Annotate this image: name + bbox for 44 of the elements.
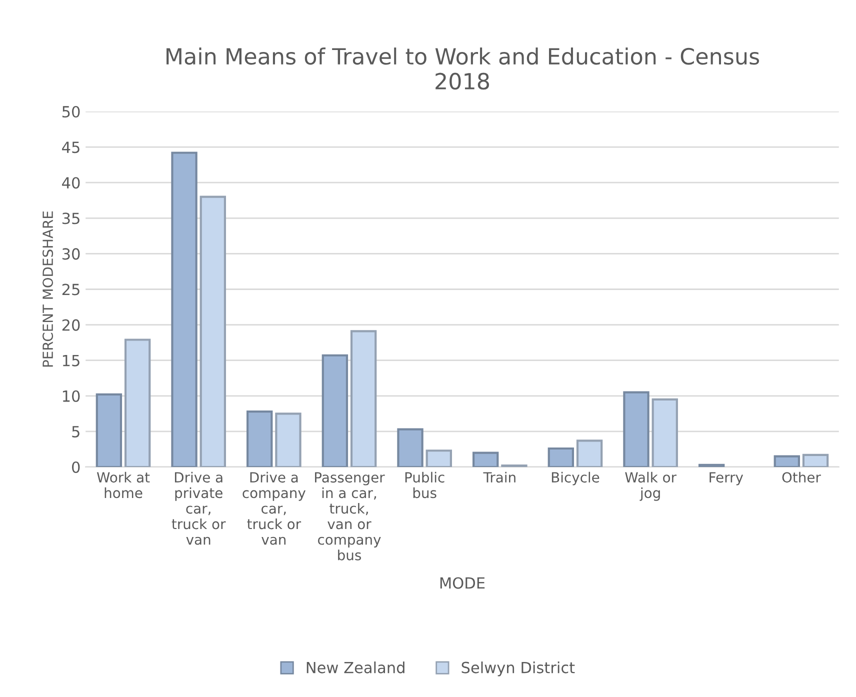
x-tick-label: Other	[782, 472, 821, 483]
y-tick-label: 50	[62, 106, 80, 118]
bar	[124, 338, 151, 467]
bar	[774, 455, 800, 467]
y-tick-label: 35	[62, 212, 80, 224]
y-tick-label: 25	[62, 284, 80, 296]
chart-title: Main Means of Travel to Work and Education - Census 2018	[166, 48, 760, 90]
x-axis-title: MODE	[440, 577, 485, 589]
x-tick-label: Work at home	[96, 472, 150, 498]
bar	[246, 410, 273, 467]
x-tick-label: Ferry	[710, 472, 744, 486]
bar	[96, 393, 122, 467]
x-tick-label: Drive a company car, truck or van	[242, 472, 306, 545]
bar	[698, 464, 725, 467]
bar	[426, 450, 452, 467]
bar	[652, 398, 678, 467]
y-axis-title: PERCENT MODESHARE	[42, 211, 54, 367]
x-tick-label: Walk or jog	[625, 472, 676, 501]
y-tick-label: 40	[62, 177, 80, 189]
y-tick-label: 20	[62, 319, 80, 331]
bar	[350, 330, 377, 467]
bar	[397, 428, 424, 467]
bar	[200, 196, 226, 467]
legend-label: Selwyn District	[462, 661, 575, 676]
bar	[576, 440, 603, 467]
y-tick-label: 15	[62, 355, 80, 366]
bar	[322, 354, 348, 467]
bar	[472, 452, 499, 467]
bar	[548, 447, 574, 467]
bar	[623, 391, 650, 467]
legend-label: New Zealand	[306, 661, 404, 674]
x-tick-label: Public bus	[405, 472, 444, 498]
x-tick-label: Bicycle	[552, 472, 600, 486]
y-tick-label: 45	[62, 142, 80, 154]
x-tick-label: Drive a private car, truck or van	[172, 472, 226, 545]
x-tick-label: Train	[483, 472, 516, 483]
y-tick-label: 0	[72, 461, 80, 474]
y-tick-label: 30	[62, 248, 80, 260]
bar	[802, 454, 829, 467]
bar	[171, 152, 198, 467]
bar	[275, 412, 302, 467]
y-tick-label: 10	[62, 390, 80, 402]
y-tick-label: 5	[72, 426, 80, 438]
x-tick-label: Passenger in a car, truck, van or company bus	[315, 472, 385, 560]
